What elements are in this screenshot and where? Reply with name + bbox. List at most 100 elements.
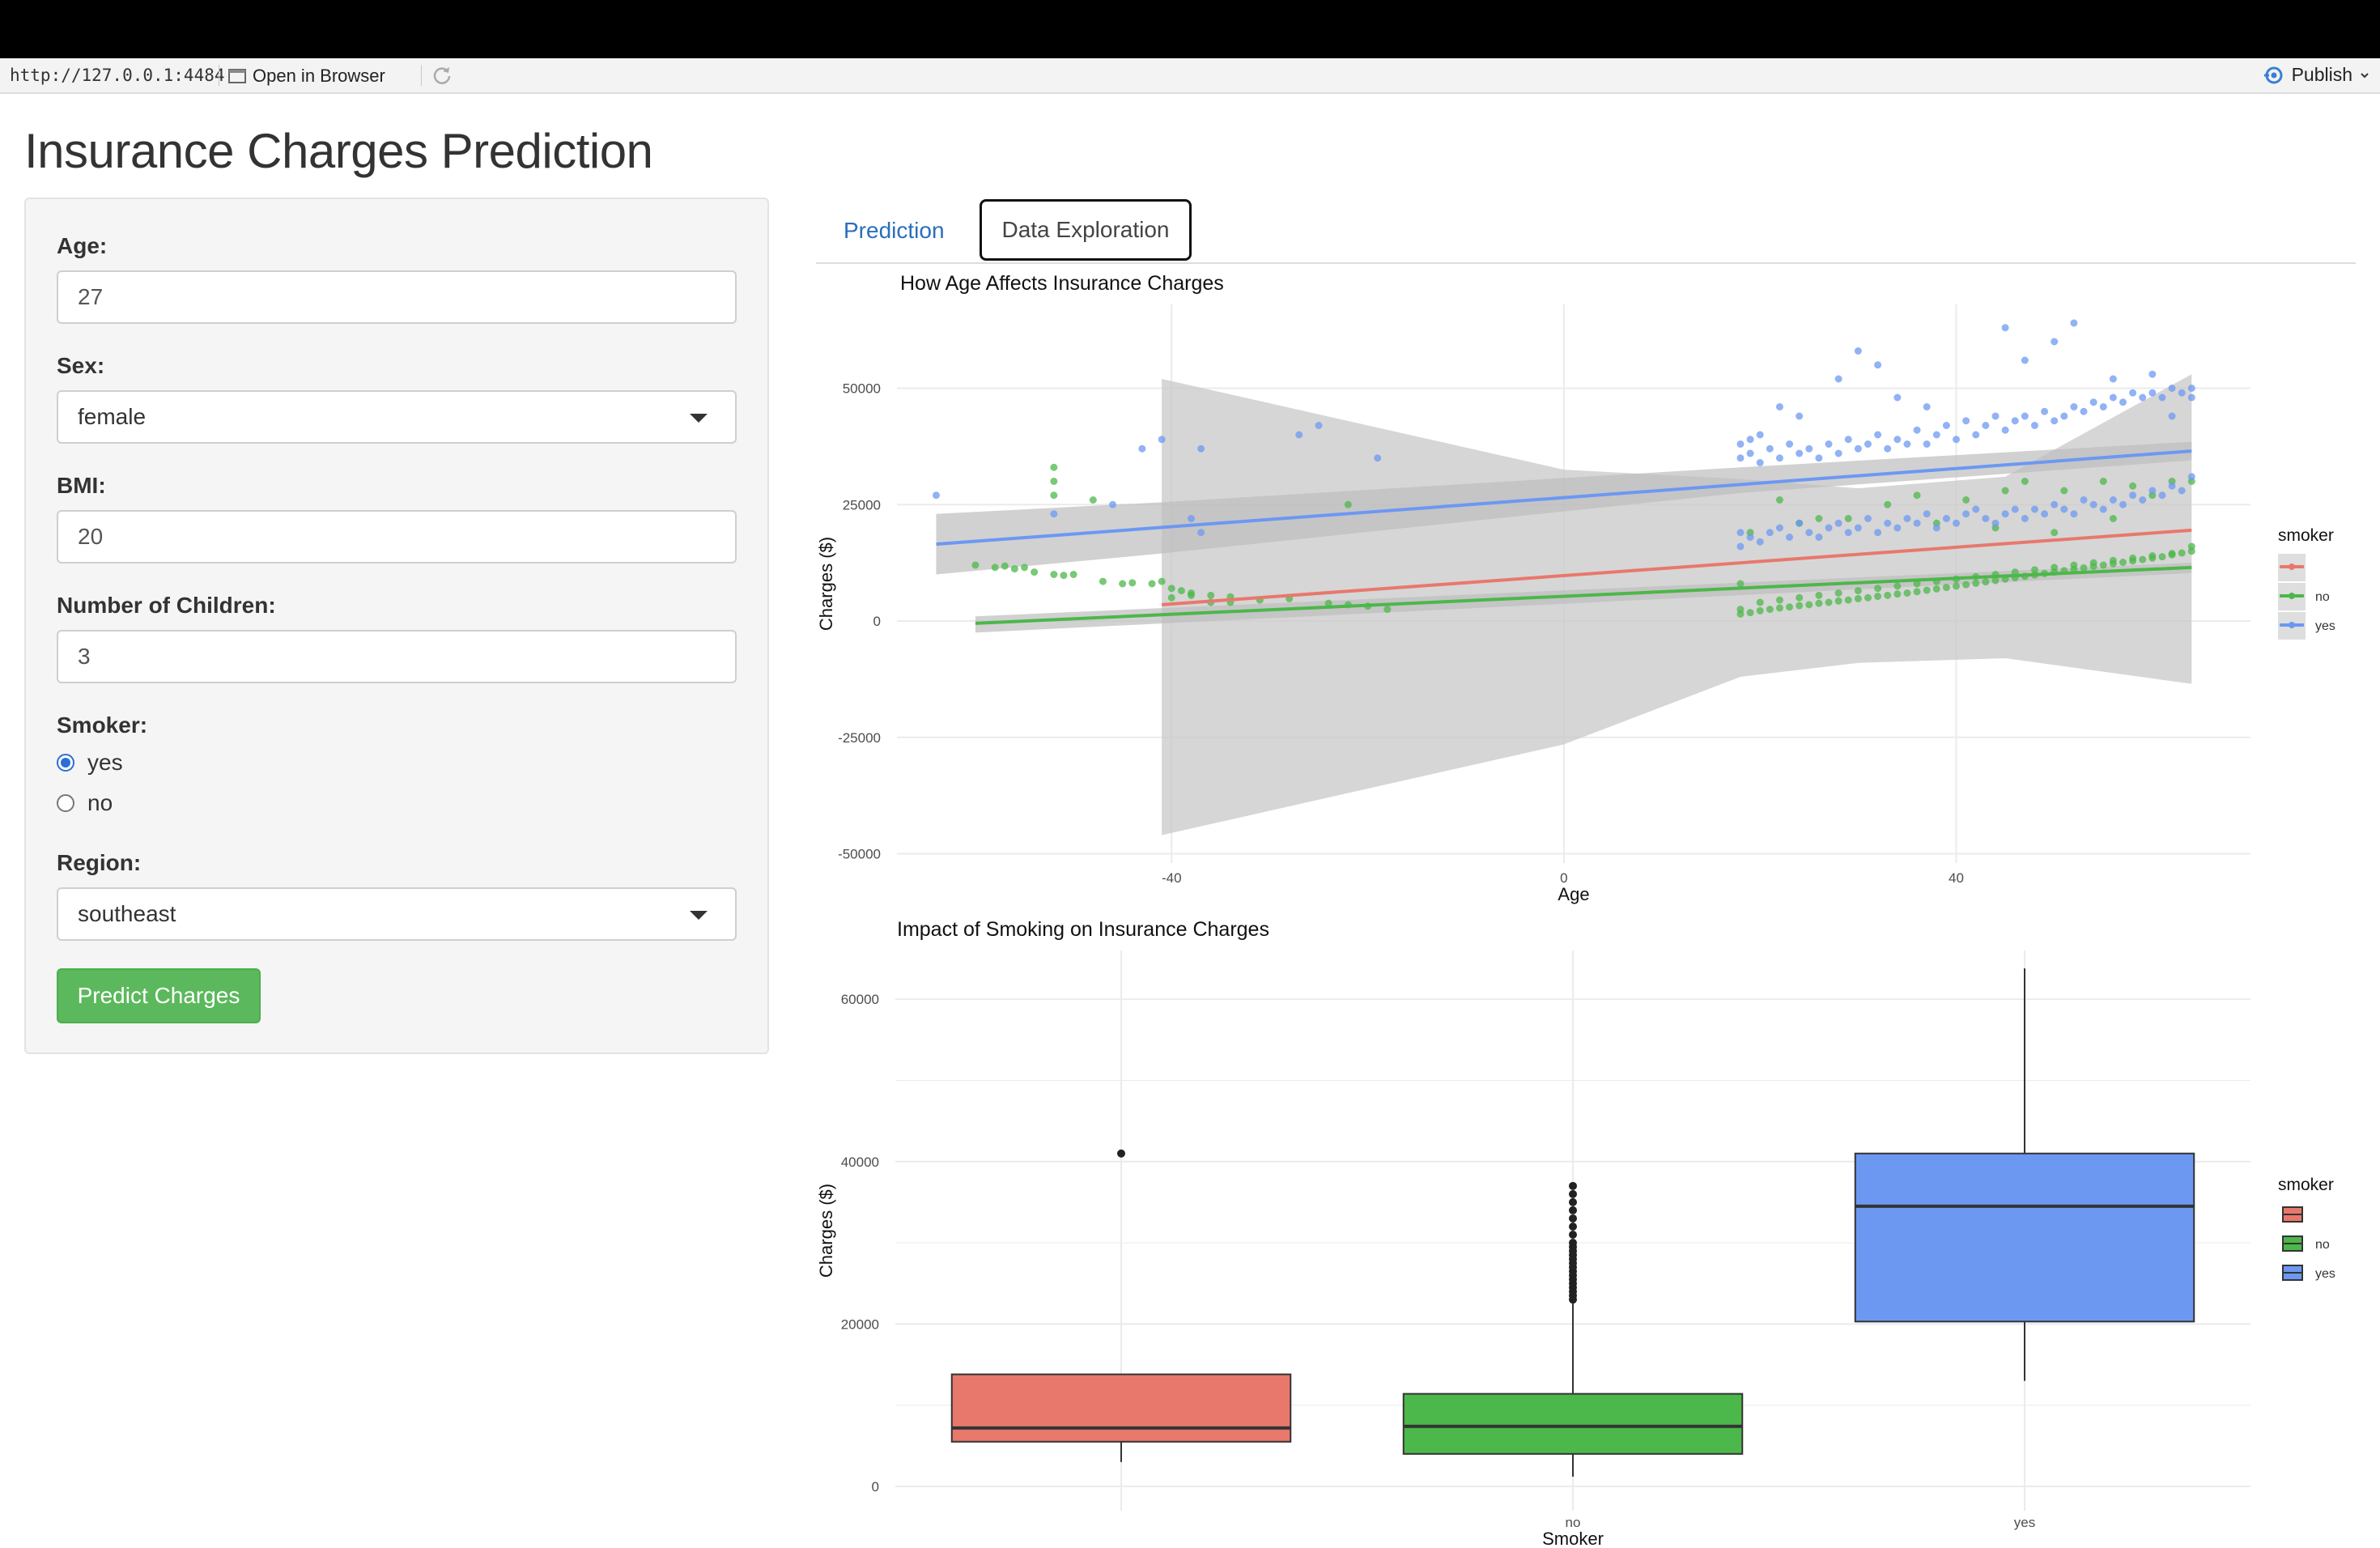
data-point-no bbox=[2178, 549, 2186, 557]
data-point-yes bbox=[1315, 422, 1323, 429]
data-point-no bbox=[1746, 609, 1754, 617]
data-point-no bbox=[2119, 559, 2127, 567]
data-point-no bbox=[2129, 554, 2137, 562]
y-tick-label: -50000 bbox=[838, 847, 881, 862]
data-point-yes bbox=[2060, 412, 2068, 420]
toolbar-divider bbox=[421, 65, 422, 86]
data-point-no bbox=[2129, 482, 2137, 490]
data-point-yes bbox=[1766, 529, 1774, 537]
x-tick-label: no bbox=[1566, 1515, 1581, 1530]
data-point-yes bbox=[1991, 519, 2000, 527]
data-point-no bbox=[1953, 582, 1961, 590]
open-in-browser-button[interactable]: Open in Browser bbox=[228, 65, 385, 87]
data-point-yes bbox=[2011, 505, 2019, 513]
x-axis-label: Age bbox=[1558, 884, 1589, 904]
data-point-yes bbox=[1736, 529, 1745, 537]
data-point-no bbox=[1756, 606, 1764, 615]
data-point-yes bbox=[1805, 529, 1813, 537]
tab-prediction[interactable]: Prediction bbox=[844, 218, 945, 243]
predict-charges-button[interactable]: Predict Charges bbox=[57, 968, 261, 1023]
data-point-yes bbox=[2001, 426, 2009, 434]
data-point-yes bbox=[2178, 487, 2186, 495]
box-red bbox=[950, 1373, 1292, 1443]
fit-line-no bbox=[975, 565, 2192, 625]
data-point-no bbox=[1796, 602, 1804, 610]
smoker-option-yes-label: yes bbox=[87, 750, 123, 775]
data-point-no bbox=[1324, 599, 1332, 607]
data-point-yes bbox=[1815, 454, 1823, 462]
data-point-yes bbox=[2109, 375, 2117, 383]
region-select[interactable]: southeast bbox=[57, 887, 737, 941]
publish-button[interactable]: Publish bbox=[2263, 64, 2370, 86]
data-point-yes bbox=[1972, 431, 1980, 439]
data-point-yes bbox=[2099, 505, 2107, 513]
data-point-no bbox=[1815, 599, 1823, 607]
data-point-no bbox=[1903, 589, 1911, 597]
age-input[interactable] bbox=[57, 270, 737, 324]
refresh-icon[interactable] bbox=[431, 65, 453, 86]
data-point-yes bbox=[1844, 529, 1852, 537]
data-point-no bbox=[1177, 587, 1185, 595]
bmi-input[interactable] bbox=[57, 510, 737, 563]
data-point-yes bbox=[1953, 436, 1961, 444]
data-point-no bbox=[2158, 553, 2166, 561]
data-point-yes bbox=[1775, 524, 1783, 532]
data-point-yes bbox=[1893, 524, 1902, 532]
data-point-yes bbox=[2168, 385, 2176, 392]
data-point-yes bbox=[2001, 324, 2009, 332]
data-point-yes bbox=[1109, 500, 1117, 508]
data-point-yes bbox=[1158, 436, 1166, 444]
data-point-yes bbox=[1884, 519, 1892, 527]
data-point-no bbox=[1069, 571, 1077, 578]
data-point-no bbox=[1913, 588, 1921, 596]
data-point-yes bbox=[2021, 356, 2029, 364]
data-point-yes bbox=[1746, 534, 1754, 541]
children-input[interactable] bbox=[57, 630, 737, 683]
outlier-point-no bbox=[1569, 1239, 1577, 1248]
data-point-no bbox=[1060, 572, 1068, 580]
tab-data-exploration[interactable]: Data Exploration bbox=[980, 199, 1192, 261]
data-point-no bbox=[1796, 593, 1804, 602]
y-tick-label: 25000 bbox=[843, 497, 881, 512]
smoker-option-no[interactable]: no bbox=[57, 790, 113, 816]
data-point-yes bbox=[1903, 440, 1911, 448]
data-point-no bbox=[2060, 487, 2068, 495]
data-point-no bbox=[2109, 515, 2117, 522]
data-point-yes bbox=[1796, 412, 1804, 420]
data-point-no bbox=[1864, 593, 1872, 602]
data-point-yes bbox=[1942, 422, 1950, 429]
data-point-no bbox=[1775, 496, 1783, 504]
y-tick-label: -25000 bbox=[838, 730, 881, 746]
smoker-option-yes[interactable]: yes bbox=[57, 750, 123, 776]
data-point-yes bbox=[2187, 393, 2195, 402]
data-point-yes bbox=[1884, 444, 1892, 453]
data-point-yes bbox=[2129, 389, 2137, 397]
data-point-no bbox=[1207, 591, 1215, 599]
data-point-yes bbox=[2187, 473, 2195, 481]
sex-select[interactable]: female bbox=[57, 390, 737, 444]
legend-entry-label: yes bbox=[2315, 619, 2335, 633]
data-point-no bbox=[2051, 529, 2059, 537]
data-point-yes bbox=[2109, 496, 2117, 504]
data-point-no bbox=[1001, 562, 1009, 570]
data-point-yes bbox=[1864, 440, 1872, 448]
data-point-yes bbox=[1982, 515, 1990, 522]
input-panel: Age: Sex: female BMI: Number of Children… bbox=[24, 198, 769, 1054]
data-point-yes bbox=[2021, 412, 2029, 420]
data-point-no bbox=[1893, 582, 1902, 590]
data-point-no bbox=[1854, 594, 1862, 602]
data-point-no bbox=[1874, 585, 1882, 593]
page-title: Insurance Charges Prediction bbox=[24, 124, 653, 178]
data-point-no bbox=[1854, 587, 1862, 595]
age-label: Age: bbox=[57, 233, 108, 258]
data-point-yes bbox=[1864, 515, 1872, 522]
data-point-yes bbox=[1923, 510, 1931, 518]
data-point-yes bbox=[1775, 403, 1783, 410]
data-point-no bbox=[1844, 515, 1852, 522]
data-point-yes bbox=[1962, 417, 1970, 425]
box-no bbox=[1402, 1393, 1744, 1455]
data-point-yes bbox=[1874, 361, 1882, 369]
x-tick-label: 0 bbox=[1560, 870, 1567, 886]
legend-key-point bbox=[2289, 563, 2295, 570]
data-point-yes bbox=[1962, 510, 1970, 518]
